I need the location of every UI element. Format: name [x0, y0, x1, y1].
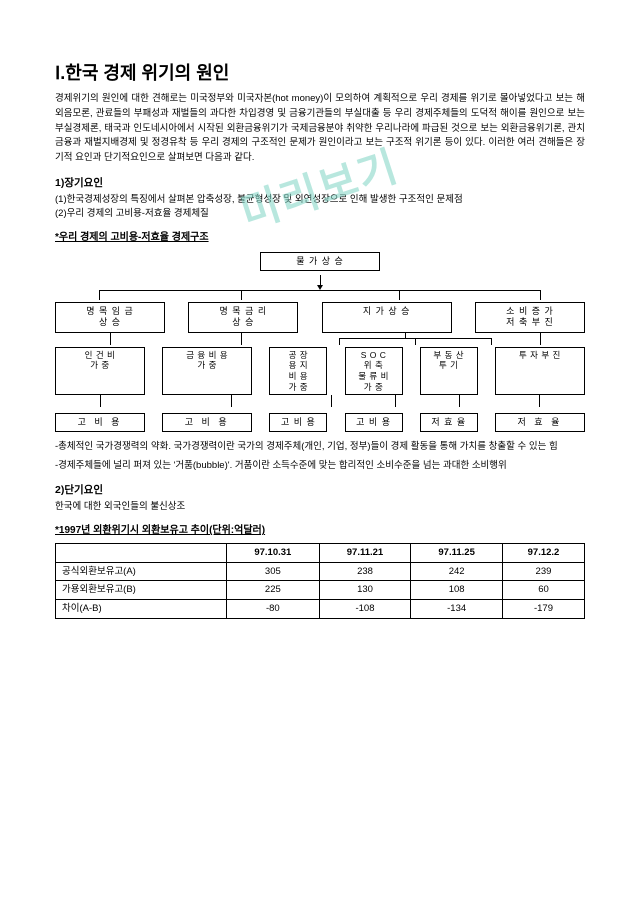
node-lvl3-4: 부 동 산투 기 [420, 347, 478, 396]
node-lvl3-5: 투 자 부 진 [495, 347, 585, 396]
node-lvl3-1: 금 융 비 용가 중 [162, 347, 252, 396]
row1-v0: 225 [227, 581, 320, 600]
node-bottom-5: 저 효 율 [495, 413, 585, 432]
section1-item1: (1)한국경제성장의 특징에서 살펴본 압축성장, 불균형성장 및 외연성장으로… [55, 193, 585, 207]
row2-v0: -80 [227, 600, 320, 619]
node-lvl2-1: 명 목 금 리상 승 [188, 302, 298, 333]
row0-label: 공식외환보유고(A) [56, 562, 227, 581]
table-row: 차이(A-B) -80 -108 -134 -179 [56, 600, 585, 619]
row0-v2: 242 [411, 562, 503, 581]
row1-v2: 108 [411, 581, 503, 600]
node-lvl3-2: 공 장용 지비 용가 중 [269, 347, 327, 396]
row1-v3: 60 [502, 581, 584, 600]
table-title: *1997년 외환위기시 외환보유고 추이(단위:억달러) [55, 524, 585, 539]
section1-head: 1)장기요인 [55, 176, 585, 191]
page-title: Ⅰ.한국 경제 위기의 원인 [55, 60, 585, 86]
row0-v1: 238 [319, 562, 411, 581]
row2-v3: -179 [502, 600, 584, 619]
row1-v1: 130 [319, 581, 411, 600]
node-bottom-2: 고 비 용 [269, 413, 327, 432]
section2-head: 2)단기요인 [55, 483, 585, 498]
node-bottom-3: 고 비 용 [345, 413, 403, 432]
diagram-title: *우리 경제의 고비용-저효율 경제구조 [55, 231, 585, 246]
table-row: 공식외환보유고(A) 305 238 242 239 [56, 562, 585, 581]
row0-v0: 305 [227, 562, 320, 581]
node-lvl2-0: 명 목 임 금상 승 [55, 302, 165, 333]
node-bottom-4: 저 효 율 [420, 413, 478, 432]
node-lvl3-0: 인 건 비가 중 [55, 347, 145, 396]
node-lvl2-2: 지 가 상 승 [322, 302, 452, 333]
table-col-1: 97.11.21 [319, 543, 411, 562]
reserve-table: 97.10.31 97.11.21 97.11.25 97.12.2 공식외환보… [55, 543, 585, 619]
section2-item1: 한국에 대한 외국인들의 불신상조 [55, 500, 585, 514]
node-lvl2-3: 소 비 증 가저 축 부 진 [475, 302, 585, 333]
note-2: -경제주체들에 널리 퍼져 있는 '거품(bubble)'. 거품이란 소득수준… [55, 459, 585, 473]
flowchart: 물 가 상 승 명 목 임 금상 승 명 목 금 리상 승 지 가 상 승 소 … [55, 252, 585, 433]
node-lvl3-3: S O C위 축물 류 비가 중 [345, 347, 403, 396]
row1-label: 가용외환보유고(B) [56, 581, 227, 600]
table-row: 가용외환보유고(B) 225 130 108 60 [56, 581, 585, 600]
node-bottom-1: 고 비 용 [162, 413, 252, 432]
table-col-3: 97.12.2 [502, 543, 584, 562]
table-col-0: 97.10.31 [227, 543, 320, 562]
intro-paragraph: 경제위기의 원인에 대한 견해로는 미국정부와 미국자본(hot money)이… [55, 92, 585, 166]
row0-v3: 239 [502, 562, 584, 581]
row2-v2: -134 [411, 600, 503, 619]
row2-label: 차이(A-B) [56, 600, 227, 619]
node-top: 물 가 상 승 [260, 252, 380, 271]
section1-item2: (2)우리 경제의 고비용-저효율 경제체질 [55, 207, 585, 221]
note-1: -총체적인 국가경쟁력의 약화. 국가경쟁력이란 국가의 경제주체(개인, 기업… [55, 440, 585, 454]
table-col-2: 97.11.25 [411, 543, 503, 562]
node-bottom-0: 고 비 용 [55, 413, 145, 432]
table-head-blank [56, 543, 227, 562]
row2-v1: -108 [319, 600, 411, 619]
